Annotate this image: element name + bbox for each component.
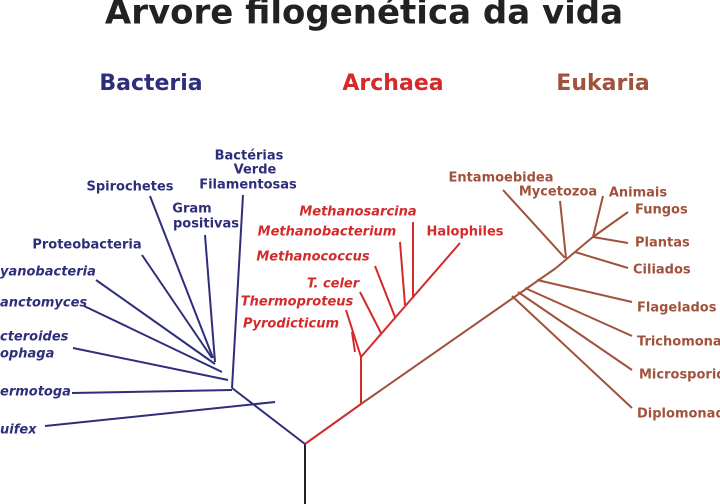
leaf-label: Microsporid [639, 368, 720, 383]
archaea-branches [304, 222, 461, 445]
leaf-label: Verde [234, 163, 277, 178]
domain-label: Archaea [342, 71, 443, 96]
leaf-label: Bactérias [215, 149, 284, 164]
leaf-label: yanobacteria [0, 265, 96, 280]
leaf-label: ermotoga [0, 385, 71, 400]
leaf-label: Methanosarcina [299, 205, 416, 220]
leaf-label: Halophiles [426, 225, 503, 240]
eukaria-branches [360, 189, 633, 409]
leaf-label: Methanobacterium [258, 225, 397, 240]
leaf-label: positivas [173, 217, 239, 232]
leaf-label: Pyrodicticum [243, 317, 339, 332]
leaf-label: ophaga [0, 347, 54, 362]
title: Árvore filogenética da vida [105, 0, 623, 33]
leaf-label: Diplomonad [637, 407, 720, 422]
leaf-label: Ciliados [633, 263, 691, 278]
leaf-label: Mycetozoa [519, 185, 597, 200]
bacteria-labels: Bactérias Verde Filamentosas Spirochetes… [0, 149, 297, 438]
leaf-label: Flagelados [637, 301, 717, 316]
leaf-label: Spirochetes [86, 180, 173, 195]
leaf-label: Animais [609, 186, 668, 201]
domain-label: Eukaria [556, 71, 649, 96]
archaea-labels: Methanosarcina Methanobacterium Methanoc… [241, 205, 504, 332]
leaf-label: anctomyces [0, 296, 87, 311]
eukaria-labels: Entamoebidea Mycetozoa Animais Fungos Pl… [448, 171, 720, 422]
bacteria-branches [44, 194, 306, 504]
leaf-label: Filamentosas [199, 178, 297, 193]
leaf-label: uifex [0, 423, 37, 438]
leaf-label: Proteobacteria [32, 238, 141, 253]
leaf-label: Entamoebidea [448, 171, 553, 186]
leaf-label: Methanococcus [256, 250, 369, 265]
leaf-label: T. celer [307, 277, 361, 292]
leaf-label: Thermoproteus [241, 295, 354, 310]
leaf-label: Fungos [635, 203, 688, 218]
leaf-label: Trichomona [637, 335, 720, 350]
domain-label: Bacteria [99, 71, 202, 96]
leaf-label: cteroides [0, 330, 69, 345]
leaf-label: Plantas [635, 236, 690, 251]
leaf-label: Gram [172, 202, 211, 217]
